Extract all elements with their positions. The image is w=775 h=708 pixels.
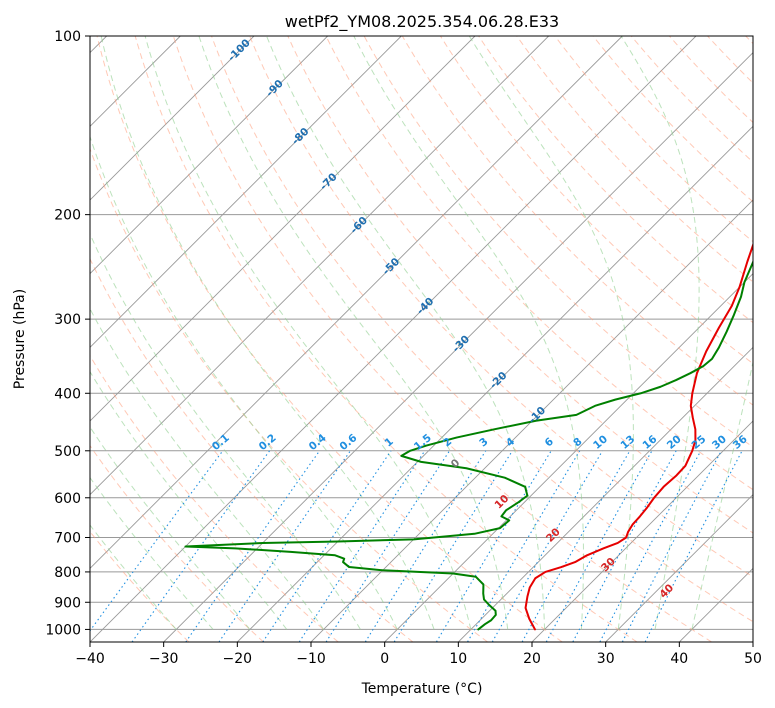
x-tick-label: −20: [223, 651, 253, 667]
x-axis: −40 −30 −20 −10 0 10 20 30 40 50: [75, 642, 762, 667]
x-tick-label: 30: [597, 651, 615, 667]
dry-adiabat-line: [172, 36, 712, 642]
moist-adiabat-line: [90, 370, 288, 630]
moist-adiabat-line: [144, 36, 472, 630]
dry-adiabat-line: [211, 36, 753, 623]
y-tick-label: 800: [54, 565, 81, 581]
y-tick-label: 700: [54, 531, 81, 547]
y-tick-label: 900: [54, 595, 81, 611]
moist-adiabat-line: [90, 232, 361, 630]
y-tick-label: 600: [54, 491, 81, 507]
y-axis: 100 200 300 400 500 600 700 800 900 1000: [45, 29, 90, 638]
moist-adiabat-line: [691, 359, 753, 630]
isotherm-line: [531, 420, 753, 642]
isotherm-line: [90, 36, 549, 496]
mixing-ratio-line: [298, 450, 426, 642]
y-tick-label: 300: [54, 312, 81, 328]
moist-adiabat-line: [90, 307, 324, 630]
dry-adiabat-line: [325, 36, 753, 491]
moist-adiabat-line: [468, 36, 634, 630]
moist-adiabat-line: [100, 36, 435, 630]
plot-frame: [89, 35, 754, 643]
profile-lines: [184, 242, 753, 631]
temperature-profile-line: [524, 242, 753, 631]
x-tick-label: 40: [670, 651, 688, 667]
moist-adiabat-line: [90, 426, 251, 630]
x-tick-label: 0: [380, 651, 389, 667]
moist-adiabat-line: [353, 36, 584, 630]
mixing-ratio-line: [491, 450, 603, 642]
isotherm-line: [384, 273, 753, 642]
x-tick-label: 50: [744, 651, 762, 667]
isotherm-line: [605, 494, 753, 642]
x-axis-label: Temperature (°C): [361, 681, 483, 697]
isotherm-line: [163, 52, 753, 642]
x-tick-label: 20: [523, 651, 541, 667]
y-tick-label: 100: [54, 29, 81, 45]
y-tick-label: 200: [54, 208, 81, 224]
y-tick-label: 400: [54, 386, 81, 402]
dry-adiabat-line: [592, 36, 753, 203]
x-tick-label: 10: [449, 651, 467, 667]
dry-adiabat-line: [90, 257, 414, 642]
mixing-ratio-line: [364, 450, 487, 642]
moist-adiabat-line: [90, 135, 398, 630]
mixing-ratio-line: [325, 450, 451, 642]
dry-adiabat-line: [630, 36, 753, 163]
mixing-ratio-line: [572, 450, 677, 642]
isotherm-line: [90, 36, 476, 422]
moist-adiabat-line: [266, 36, 546, 630]
dry-adiabat-line: [249, 36, 753, 578]
mixing-ratio-line: [393, 450, 513, 642]
mixing-ratio-line: [521, 450, 631, 642]
moist-adiabat-line: [198, 36, 509, 630]
y-tick-label: 1000: [45, 622, 81, 638]
isotherm-line: [90, 36, 255, 201]
dry-adiabat-line: [90, 444, 264, 642]
dewpoint-profile-line: [184, 260, 753, 631]
dry-adiabat-line: [134, 36, 638, 642]
mixing-ratio-line: [545, 450, 653, 642]
dry-adiabat-line: [401, 36, 753, 406]
chart-title: wetPf2_YM08.2025.354.06.28.E33: [285, 12, 559, 32]
isotherm-line: [90, 36, 328, 275]
moist-adiabat-line: [90, 524, 177, 630]
dry-adiabat-line: [363, 36, 753, 448]
dry-adiabat-line: [516, 36, 753, 283]
y-axis-label: Pressure (hPa): [12, 289, 28, 389]
background-lines: [90, 36, 753, 642]
mixing-ratio-line: [435, 450, 552, 642]
x-tick-label: −10: [296, 651, 326, 667]
isotherm-line: [90, 36, 402, 348]
x-tick-label: −30: [149, 651, 179, 667]
mixing-ratio-line: [467, 450, 581, 642]
x-tick-label: −40: [75, 651, 105, 667]
dry-adiabat-line: [478, 36, 753, 324]
mixing-ratio-line: [185, 450, 321, 642]
isotherm-line: [90, 36, 623, 569]
isotherm-line: [90, 36, 697, 642]
y-tick-label: 500: [54, 444, 81, 460]
moist-adiabat-line: [620, 36, 700, 630]
isotherm-line: [458, 346, 753, 642]
moist-adiabat-line: [90, 476, 214, 630]
